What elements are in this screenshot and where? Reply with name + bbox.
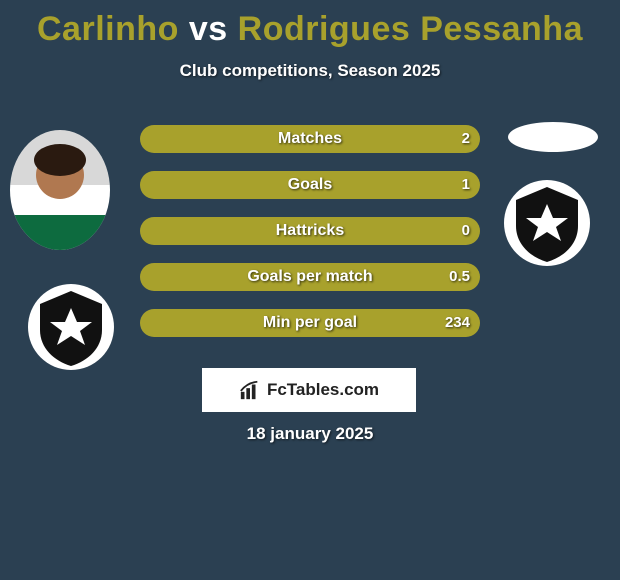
stat-value-p1: 0.5 (449, 263, 470, 291)
player1-club-badge (28, 284, 114, 370)
player2-club-badge (504, 180, 590, 266)
player2-avatar (508, 122, 598, 152)
stat-value-p1: 1 (462, 171, 470, 199)
comparison-title: Carlinho vs Rodrigues Pessanha (0, 0, 620, 49)
brand-icon (239, 379, 261, 401)
stat-value-p1: 2 (462, 125, 470, 153)
player1-name: Carlinho (37, 10, 179, 48)
stats-container: Matches2 Goals1 Hattricks0 Goals per match0… (140, 125, 480, 355)
stat-row: Min per goal234 (140, 309, 480, 337)
stat-row: Goals per match0.5 (140, 263, 480, 291)
stat-row: Matches2 (140, 125, 480, 153)
stat-value-p1: 0 (462, 217, 470, 245)
stat-value-p1: 234 (445, 309, 470, 337)
subtitle: Club competitions, Season 2025 (0, 61, 620, 81)
brand-text: FcTables.com (267, 380, 379, 400)
player2-name: Rodrigues Pessanha (238, 10, 583, 48)
stat-row: Goals1 (140, 171, 480, 199)
brand-watermark: FcTables.com (202, 368, 416, 412)
vs-separator: vs (189, 10, 228, 48)
date-text: 18 january 2025 (0, 424, 620, 444)
stat-row: Hattricks0 (140, 217, 480, 245)
player1-avatar (10, 130, 110, 250)
